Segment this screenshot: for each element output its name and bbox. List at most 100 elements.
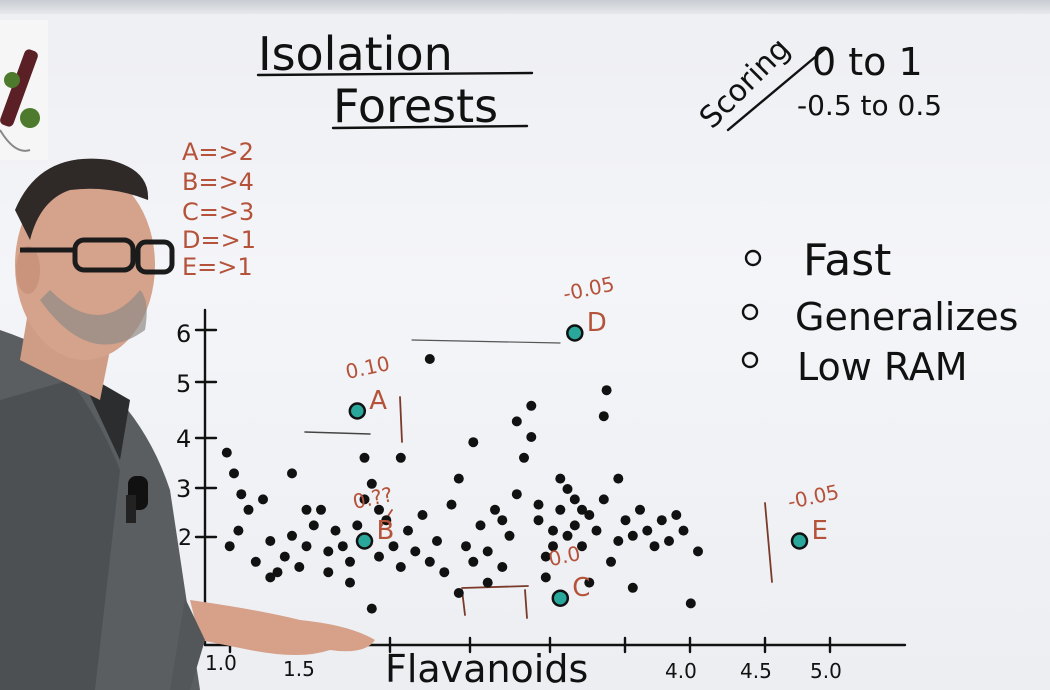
score-label-a: 0.10 <box>343 351 392 384</box>
data-point <box>569 520 580 531</box>
data-point <box>526 400 537 411</box>
highlight-point-b <box>355 532 374 550</box>
data-point <box>308 520 319 531</box>
data-point <box>562 530 573 541</box>
data-point <box>606 556 616 567</box>
data-point <box>591 525 602 536</box>
data-point <box>359 452 370 463</box>
depth-d: D=>1 <box>182 226 256 254</box>
data-point <box>224 541 235 552</box>
data-point <box>337 541 348 552</box>
data-point <box>243 504 254 515</box>
data-point <box>272 567 283 578</box>
partition-lines <box>304 339 773 619</box>
depth-e: E=>1 <box>182 253 253 281</box>
data-point <box>461 541 471 552</box>
data-point <box>627 530 638 541</box>
data-point <box>345 556 355 567</box>
data-point <box>511 416 522 427</box>
data-point <box>287 530 297 541</box>
data-point <box>635 504 645 515</box>
data-point <box>453 473 464 484</box>
data-point <box>533 515 544 526</box>
data-point <box>548 525 558 536</box>
depth-b: B=>4 <box>182 168 254 196</box>
scatter-points <box>221 354 703 614</box>
highlight-point-a <box>348 402 367 420</box>
score-label-e: -0.05 <box>786 480 842 514</box>
data-point <box>468 556 479 567</box>
data-point <box>598 411 609 422</box>
scoring-range-2: -0.5 to 0.5 <box>797 89 942 122</box>
x-tick-label: 1.5 <box>283 657 315 681</box>
data-point <box>316 504 326 515</box>
data-point <box>388 541 399 552</box>
depth-c: C=>3 <box>182 198 254 226</box>
data-point <box>497 562 508 572</box>
data-point <box>649 541 660 552</box>
data-point <box>577 504 587 515</box>
title-line-1: Isolation <box>258 27 453 81</box>
score-label-d: -0.05 <box>561 272 617 306</box>
y-tick-label: 4 <box>176 425 191 453</box>
x-tick-labels: 1.0 1.5 4.0 4.5 5.0 <box>205 651 842 683</box>
data-point <box>497 515 508 526</box>
data-point <box>511 489 522 500</box>
data-point <box>598 494 609 505</box>
y-tick-label: 6 <box>176 320 191 348</box>
data-point <box>265 572 276 583</box>
data-point <box>424 556 435 567</box>
highlight-point-d <box>566 324 584 342</box>
data-point <box>671 510 682 520</box>
data-point <box>279 551 290 562</box>
bullet-fast: Fast <box>803 235 891 286</box>
y-tick-label: 5 <box>176 370 191 398</box>
highlight-point-e <box>790 532 809 550</box>
data-point <box>323 567 334 578</box>
highlight-point-c <box>551 589 570 607</box>
data-point <box>577 541 587 552</box>
data-point <box>555 504 566 515</box>
score-label-c: 0.0 <box>546 541 582 571</box>
data-point <box>540 551 551 562</box>
data-point <box>562 484 573 494</box>
data-point <box>656 515 667 526</box>
data-point <box>569 494 580 505</box>
data-point <box>258 494 268 505</box>
data-point <box>490 504 500 515</box>
data-point <box>548 541 558 552</box>
data-point <box>642 525 653 536</box>
data-point <box>555 473 566 484</box>
data-point <box>374 504 384 515</box>
scoring-range-1: 0 to 1 <box>812 40 923 84</box>
y-tick-label: 2 <box>178 526 192 551</box>
data-point <box>453 588 464 598</box>
data-point <box>693 546 703 557</box>
data-point <box>620 515 631 526</box>
data-point <box>601 385 612 396</box>
highlight-label-c: C <box>572 573 590 603</box>
data-point <box>519 452 529 463</box>
y-tick-labels: 2 3 4 5 6 <box>176 320 192 551</box>
data-point <box>221 447 232 458</box>
data-point <box>250 556 261 567</box>
data-point <box>323 546 334 557</box>
data-point <box>584 577 595 588</box>
data-point <box>345 577 355 588</box>
x-tick-label: 4.0 <box>665 659 697 683</box>
data-point <box>359 494 370 505</box>
data-point <box>287 468 297 479</box>
y-tick-label: 3 <box>176 475 191 503</box>
data-point <box>504 530 515 541</box>
data-point <box>366 478 377 489</box>
whiteboard-frame <box>0 0 1050 14</box>
data-point <box>352 520 363 531</box>
data-point <box>229 468 239 479</box>
properties-list: Fast Generalizes Low RAM <box>741 235 1018 389</box>
highlight-label-b: B <box>377 516 395 546</box>
data-point <box>468 437 479 448</box>
data-point <box>475 520 486 531</box>
